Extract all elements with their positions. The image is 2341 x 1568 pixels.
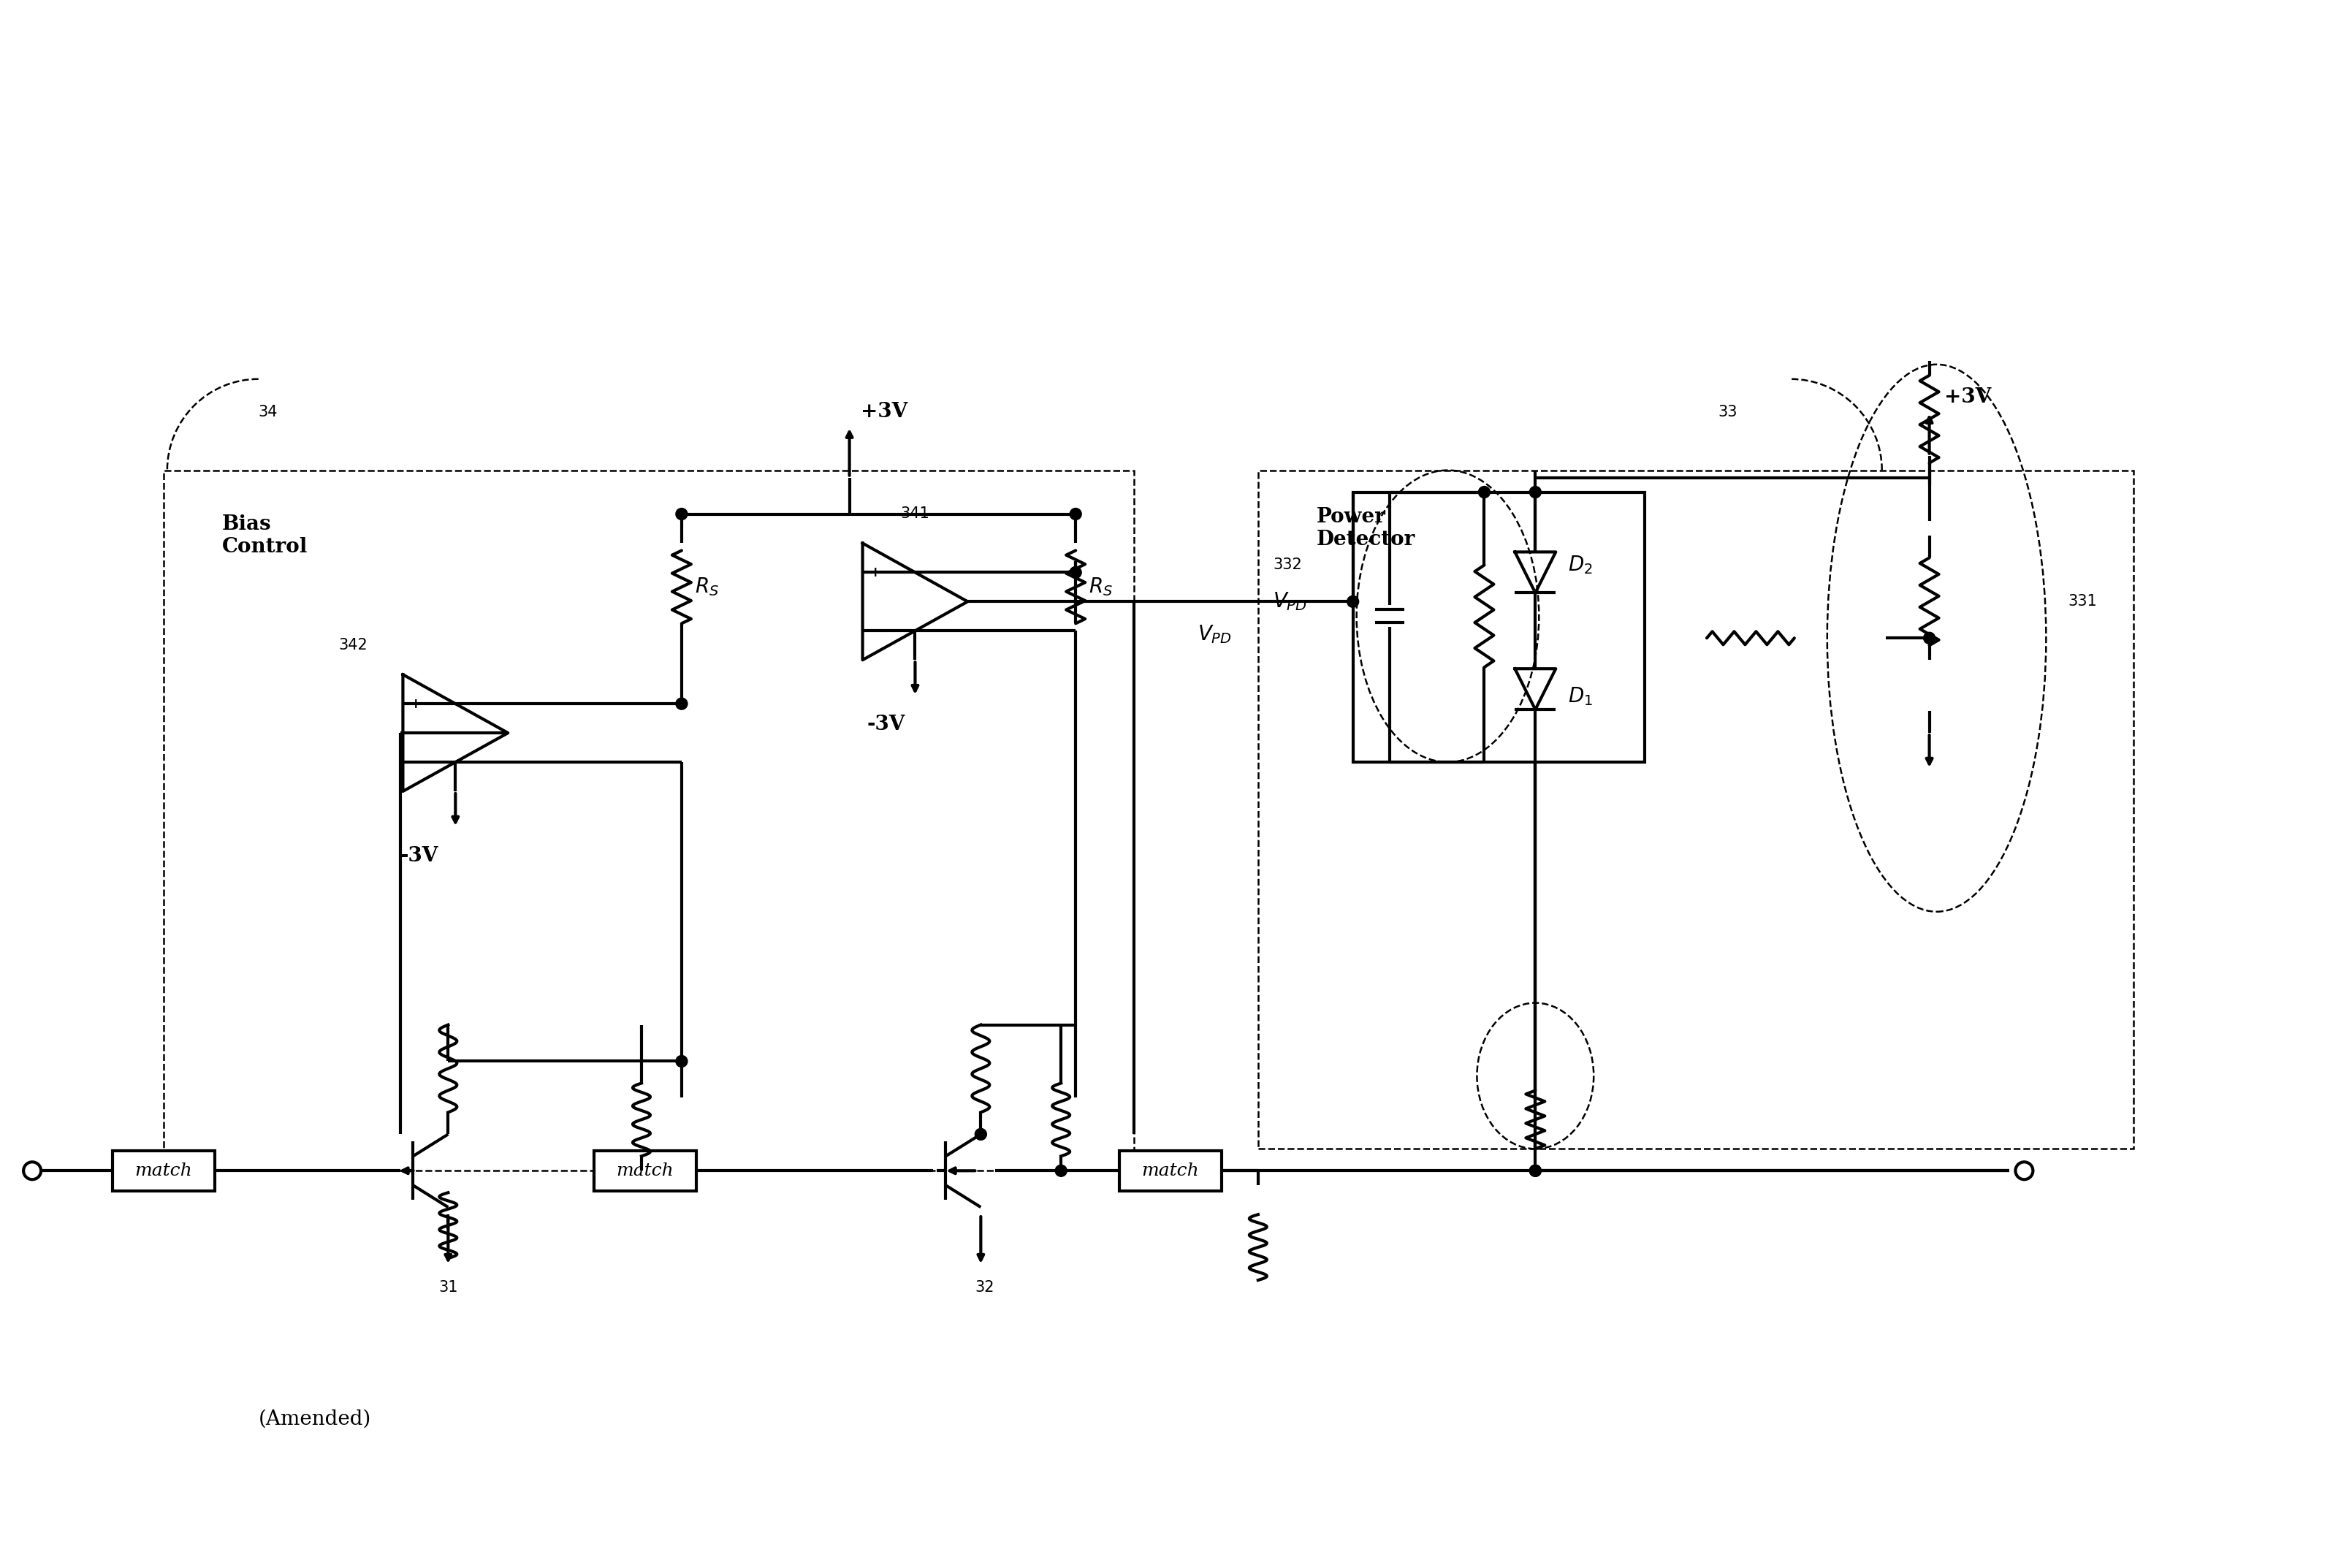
Circle shape <box>1070 508 1082 521</box>
Text: 31: 31 <box>438 1279 459 1295</box>
Circle shape <box>677 508 688 521</box>
Circle shape <box>1529 1165 1540 1176</box>
Text: +3V: +3V <box>861 401 908 422</box>
Text: −: − <box>410 754 424 770</box>
Text: +: + <box>871 566 883 579</box>
Circle shape <box>1924 632 1936 644</box>
Bar <box>112 1151 215 1190</box>
Text: 32: 32 <box>974 1279 995 1295</box>
Text: Bias
Control: Bias Control <box>222 514 307 557</box>
Text: -3V: -3V <box>866 715 906 734</box>
Bar <box>595 1151 695 1190</box>
Text: −: − <box>869 624 883 638</box>
Text: (Amended): (Amended) <box>258 1410 372 1428</box>
Text: $R_S$: $R_S$ <box>695 575 719 597</box>
Circle shape <box>1529 1165 1540 1176</box>
Text: match: match <box>136 1162 192 1179</box>
Text: 342: 342 <box>339 638 368 652</box>
Text: match: match <box>616 1162 674 1179</box>
Circle shape <box>1480 486 1491 499</box>
Bar <box>164 470 1133 1171</box>
Circle shape <box>1529 486 1540 499</box>
Text: $V_{PD}$: $V_{PD}$ <box>1274 591 1306 613</box>
Text: 34: 34 <box>258 405 279 419</box>
Bar <box>1119 1151 1222 1190</box>
Circle shape <box>974 1129 986 1140</box>
Text: +: + <box>410 696 421 710</box>
Text: Power
Detector: Power Detector <box>1316 506 1416 549</box>
Circle shape <box>1346 596 1358 607</box>
Text: $R_S$: $R_S$ <box>1089 575 1112 597</box>
Circle shape <box>677 698 688 710</box>
Circle shape <box>1056 1165 1067 1176</box>
Text: $D_1$: $D_1$ <box>1568 685 1592 707</box>
Bar <box>1257 470 2133 1149</box>
Circle shape <box>677 1055 688 1068</box>
Text: -3V: -3V <box>400 847 438 866</box>
Text: 332: 332 <box>1274 558 1302 572</box>
Text: match: match <box>1142 1162 1199 1179</box>
Text: $V_{PD}$: $V_{PD}$ <box>1196 624 1231 646</box>
Text: $D_2$: $D_2$ <box>1568 554 1592 575</box>
Text: 331: 331 <box>2067 594 2098 608</box>
Circle shape <box>1070 566 1082 579</box>
Text: 33: 33 <box>1718 405 1737 419</box>
Text: +3V: +3V <box>1943 387 1990 408</box>
Text: 341: 341 <box>901 506 929 521</box>
Bar <box>1353 492 1646 762</box>
